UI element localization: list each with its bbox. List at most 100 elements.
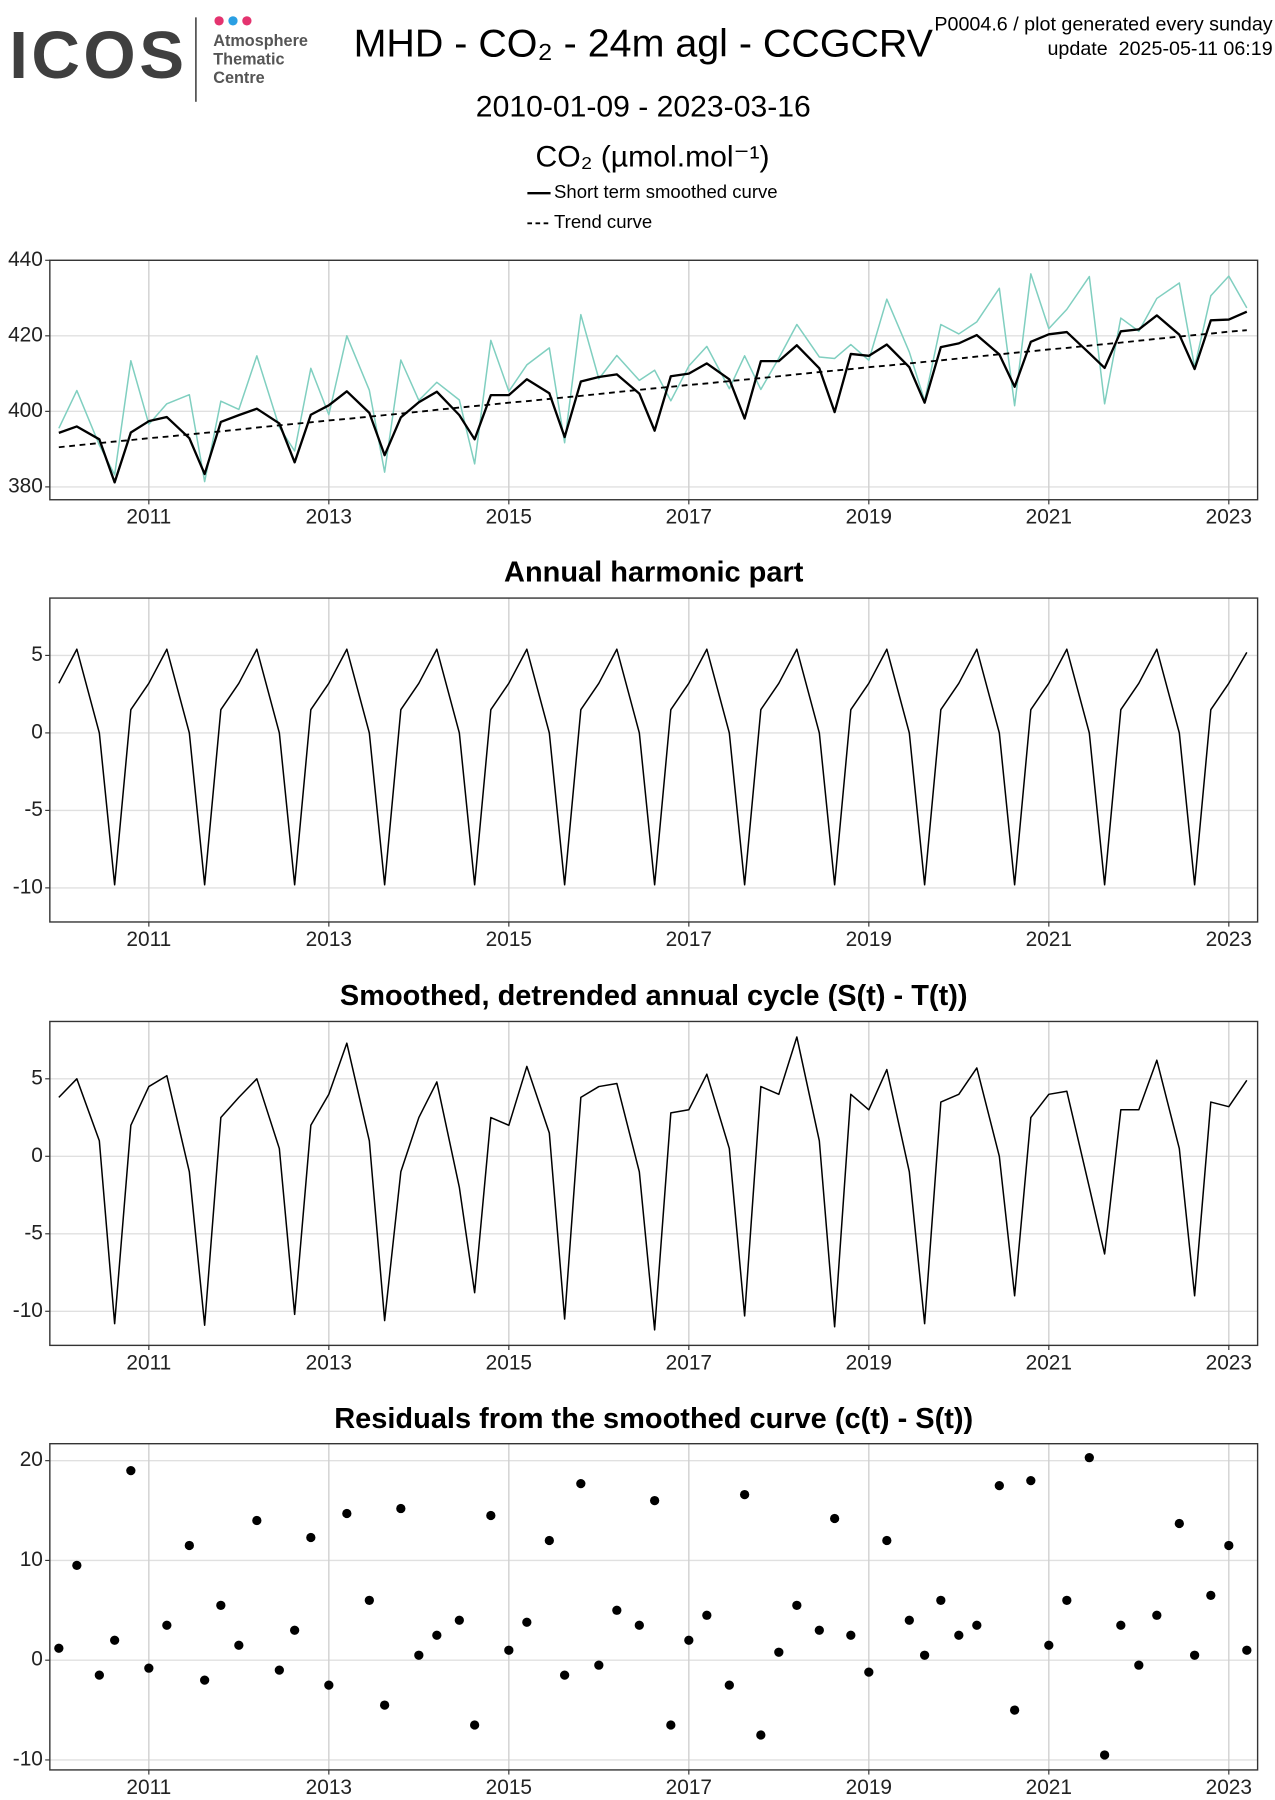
point: [1174, 1518, 1184, 1529]
point: [454, 1615, 464, 1625]
y-tick-label: 440: [8, 248, 43, 271]
x-tick-label: 2015: [486, 1351, 532, 1374]
x-tick-label: 2023: [1206, 1776, 1252, 1799]
point: [829, 1513, 840, 1524]
y-tick-label: -10: [13, 1299, 43, 1322]
point: [994, 1480, 1004, 1491]
logo-dot: [228, 16, 238, 26]
point: [936, 1595, 946, 1605]
point: [724, 1680, 734, 1690]
x-tick-label: 2023: [1206, 506, 1252, 529]
point: [1224, 1540, 1234, 1551]
panel-title: Residuals from the smoothed curve (c(t) …: [334, 1403, 973, 1435]
x-tick-label: 2019: [846, 506, 892, 529]
logo: ICOS: [9, 18, 187, 93]
point: [756, 1730, 766, 1740]
x-tick-label: 2021: [1026, 506, 1072, 529]
point: [594, 1660, 604, 1670]
point: [396, 1503, 406, 1514]
x-tick-label: 2019: [846, 1776, 892, 1799]
series-line: [58, 310, 1248, 484]
logo-text: Centre: [213, 69, 264, 87]
y-tick-label: -10: [13, 875, 43, 898]
logo-text: Thematic: [213, 50, 284, 68]
point: [432, 1630, 442, 1640]
point: [364, 1595, 374, 1605]
point: [522, 1617, 532, 1627]
point: [72, 1560, 82, 1571]
point: [1189, 1650, 1200, 1660]
y-tick-label: -5: [24, 798, 43, 821]
y-tick-label: 5: [31, 643, 43, 666]
plot-border: [49, 597, 1259, 923]
logo-dot: [214, 16, 224, 26]
point: [864, 1667, 874, 1677]
y-tick-label: 0: [31, 1648, 43, 1671]
point: [274, 1665, 284, 1675]
point: [324, 1680, 334, 1690]
y-tick-label: 380: [8, 474, 43, 497]
y-tick-label: 420: [8, 323, 43, 346]
point: [666, 1720, 676, 1730]
point: [1134, 1660, 1144, 1670]
x-tick-label: 2017: [666, 1776, 712, 1799]
point: [486, 1510, 496, 1521]
point: [379, 1700, 390, 1710]
point: [1242, 1645, 1252, 1655]
note: P0004.6 / plot generated every sunday: [934, 14, 1272, 36]
point: [200, 1675, 210, 1685]
plot-background: [49, 1443, 1258, 1770]
point: [54, 1643, 64, 1653]
y-tick-label: 400: [8, 399, 43, 422]
x-tick-label: 2011: [126, 1776, 171, 1799]
point: [1084, 1453, 1094, 1463]
point: [702, 1610, 712, 1620]
point: [1009, 1705, 1020, 1715]
plot-background: [49, 260, 1258, 500]
point: [184, 1540, 194, 1551]
x-tick-label: 2019: [846, 928, 892, 951]
point: [1062, 1595, 1072, 1605]
subtitle: 2010-01-09 - 2023-03-16: [476, 91, 811, 124]
point: [504, 1645, 514, 1655]
x-tick-label: 2015: [486, 1776, 532, 1799]
y-tick-label: 5: [31, 1066, 43, 1089]
point: [792, 1600, 802, 1610]
y-axis-label: CO₂ (µmol.mol⁻¹): [536, 140, 770, 173]
point: [814, 1625, 824, 1635]
x-tick-label: 2015: [486, 928, 532, 951]
point: [342, 1508, 352, 1519]
point: [162, 1620, 172, 1630]
y-tick-label: 20: [20, 1448, 43, 1471]
y-tick-label: -10: [13, 1747, 43, 1770]
point: [94, 1670, 104, 1680]
point: [306, 1532, 316, 1543]
point: [904, 1615, 914, 1625]
plot-border: [49, 1020, 1259, 1347]
point: [576, 1478, 586, 1489]
x-tick-label: 2021: [1026, 1351, 1072, 1374]
x-tick-label: 2017: [666, 506, 712, 529]
point: [216, 1600, 226, 1610]
x-tick-label: 2017: [666, 1351, 712, 1374]
plot-background: [49, 1021, 1258, 1346]
point: [234, 1640, 244, 1650]
point: [1044, 1640, 1054, 1650]
point: [469, 1720, 480, 1730]
plot-border: [49, 259, 1259, 501]
point: [1026, 1475, 1036, 1486]
update: update 2025-05-11 06:19: [1047, 38, 1272, 60]
point: [1116, 1620, 1126, 1630]
x-tick-label: 2013: [306, 928, 352, 951]
x-tick-label: 2011: [126, 1351, 171, 1374]
point: [110, 1635, 120, 1645]
point: [882, 1535, 892, 1546]
panel-title: Smoothed, detrended annual cycle (S(t) -…: [340, 980, 968, 1012]
point: [954, 1630, 964, 1640]
series-line: [58, 648, 1248, 886]
plot-border: [49, 1443, 1259, 1771]
x-tick-label: 2017: [666, 928, 712, 951]
x-tick-label: 2011: [126, 928, 171, 951]
